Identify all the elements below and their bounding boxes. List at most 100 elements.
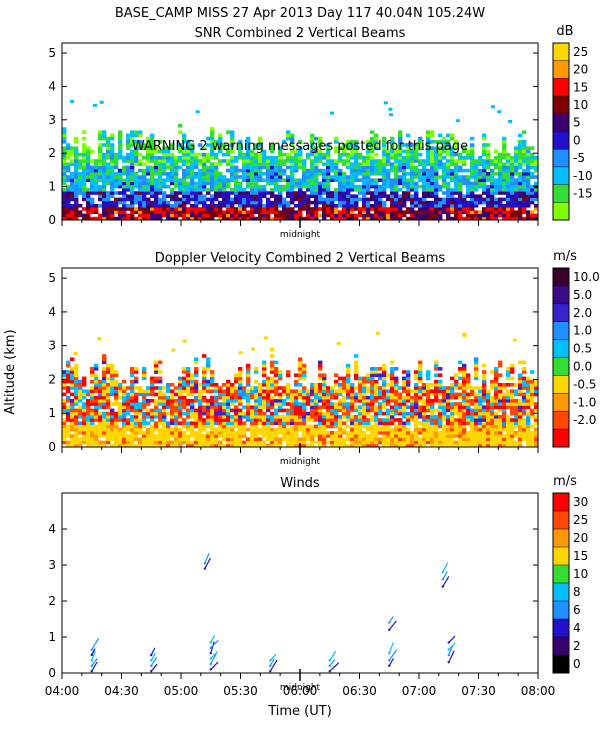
heatmap-cell (94, 431, 99, 435)
heatmap-cell (102, 136, 107, 141)
heatmap-cell (370, 402, 375, 406)
heatmap-cell (458, 383, 463, 387)
heatmap-cell (70, 408, 75, 413)
heatmap-cell (442, 178, 447, 182)
heatmap-cell (446, 162, 451, 166)
heatmap-cell (86, 389, 91, 393)
heatmap-cell (426, 405, 431, 409)
heatmap-cell (62, 159, 67, 163)
heatmap-cell (334, 162, 339, 166)
heatmap-cell (402, 159, 407, 163)
heatmap-cell (234, 389, 239, 393)
heatmap-cell (74, 367, 79, 371)
heatmap-cell (262, 162, 267, 166)
heatmap-cell (422, 408, 427, 413)
heatmap-cell (254, 370, 259, 374)
heatmap-cell (250, 434, 255, 438)
heatmap-cell (174, 156, 179, 160)
heatmap-cell (342, 399, 347, 403)
heatmap-cell (326, 395, 331, 400)
heatmap-cell (390, 156, 395, 160)
heatmap-cell (374, 392, 379, 397)
heatmap-cell (146, 143, 151, 147)
heatmap-cell (502, 207, 507, 211)
heatmap-cell (166, 383, 171, 387)
heatmap-cell (110, 376, 115, 381)
heatmap-cell (530, 191, 535, 195)
heatmap-cell (522, 140, 527, 144)
heatmap-cell (250, 159, 255, 163)
heatmap-cell (178, 130, 183, 134)
heatmap-cell (98, 146, 103, 150)
heatmap-cell (270, 143, 275, 147)
heatmap-cell (162, 386, 167, 390)
heatmap-cell (126, 194, 131, 198)
heatmap-cell (510, 172, 515, 176)
heatmap-cell (330, 200, 335, 205)
heatmap-cell (382, 159, 387, 163)
heatmap-cell (422, 434, 427, 438)
heatmap-cell (282, 184, 287, 189)
heatmap-cell (226, 434, 231, 438)
heatmap-cell (442, 411, 447, 416)
heatmap-cell (226, 431, 231, 435)
heatmap-cell (442, 392, 447, 397)
heatmap-cell (94, 408, 99, 413)
heatmap-cell (166, 399, 171, 403)
heatmap-cell (306, 172, 311, 176)
heatmap-cell (458, 418, 463, 422)
heatmap-cell (506, 402, 511, 406)
heatmap-cell (234, 421, 239, 425)
heatmap-cell (470, 399, 475, 403)
heatmap-cell (394, 152, 399, 157)
heatmap-cell (470, 213, 475, 218)
heatmap-cell (206, 411, 211, 416)
heatmap-cell (338, 392, 343, 397)
heatmap-cell (330, 408, 335, 413)
heatmap-cell (422, 405, 427, 409)
heatmap-cell (230, 408, 235, 413)
heatmap-cell (226, 210, 231, 214)
heatmap-cell (94, 389, 99, 393)
heatmap-cell (290, 210, 295, 214)
heatmap-cell (170, 216, 175, 221)
heatmap-cell (86, 156, 91, 160)
heatmap-cell (254, 146, 259, 150)
heatmap-cell (374, 143, 379, 147)
heatmap-cell (194, 386, 199, 390)
heatmap-cell (238, 424, 243, 429)
heatmap-cell (290, 136, 295, 141)
heatmap-cell (106, 418, 111, 422)
heatmap-cell (334, 421, 339, 425)
heatmap-cell (426, 427, 431, 432)
heatmap-cell (250, 216, 255, 221)
heatmap-cell (118, 175, 123, 179)
heatmap-cell (410, 204, 415, 208)
heatmap-cell (82, 175, 87, 179)
heatmap-cell (510, 421, 515, 425)
heatmap-cell (366, 210, 371, 214)
heatmap-cell (350, 437, 355, 441)
heatmap-cell (278, 392, 283, 397)
heatmap-cell (506, 443, 511, 448)
heatmap-cell (522, 402, 527, 406)
heatmap-cell (234, 200, 239, 205)
y-tick-label: 0 (48, 213, 56, 227)
heatmap-cell (106, 210, 111, 214)
heatmap-cell (462, 370, 467, 374)
heatmap-cell (206, 197, 211, 202)
heatmap-cell (462, 415, 467, 419)
heatmap-cell (414, 168, 419, 173)
heatmap-cell (502, 213, 507, 218)
heatmap-cell (402, 165, 407, 170)
heatmap-cell (506, 415, 511, 419)
heatmap-cell (510, 434, 515, 438)
heatmap-cell (82, 162, 87, 166)
heatmap-cell (290, 216, 295, 221)
heatmap-cell (302, 405, 307, 409)
heatmap-cell (122, 402, 127, 406)
heatmap-cell (446, 165, 451, 170)
heatmap-cell (390, 200, 395, 205)
heatmap-cell (274, 197, 279, 202)
heatmap-cell (270, 411, 275, 416)
